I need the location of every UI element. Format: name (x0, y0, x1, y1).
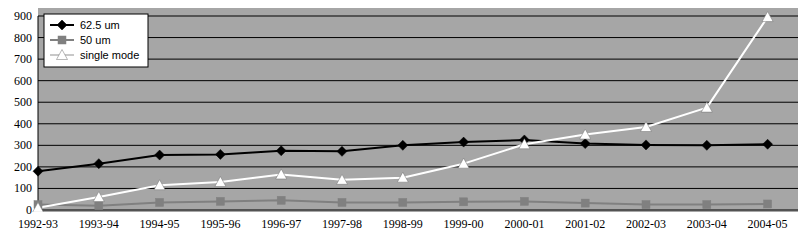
series-marker (155, 150, 165, 160)
series-marker (337, 146, 347, 156)
grid-line (38, 37, 798, 38)
x-tick-label: 1996-97 (261, 217, 301, 231)
y-tick-label: 100 (14, 181, 32, 195)
series-marker (215, 149, 225, 159)
grid-line (38, 16, 798, 17)
grid-line (38, 188, 798, 189)
legend-marker (57, 50, 68, 60)
series-marker (519, 139, 530, 149)
y-tick-label: 300 (14, 138, 32, 152)
series-marker (277, 196, 285, 204)
series-marker (337, 174, 348, 184)
x-tick-label: 1994-95 (140, 217, 180, 231)
y-tick-label: 500 (14, 95, 32, 109)
grid-line (38, 166, 798, 167)
series-marker (460, 198, 468, 206)
series-marker (33, 166, 43, 176)
x-tick-label: 2002-03 (626, 217, 666, 231)
chart: 0 100 200 300 400 500 600 700 800 900 1992-93 1993-… (0, 0, 800, 234)
x-tick-label: 1992-93 (18, 217, 58, 231)
x-tick-label: 1997-98 (322, 217, 362, 231)
y-tick-label: 600 (14, 74, 32, 88)
y-tick-label: 700 (14, 52, 32, 66)
series-marker (764, 200, 772, 208)
series-marker (276, 169, 287, 179)
y-tick-label: 800 (14, 31, 32, 45)
series-marker (458, 158, 469, 168)
grid-line (38, 59, 798, 60)
grid-line (38, 210, 798, 211)
legend-marker (58, 36, 66, 44)
x-tick-label: 2003-04 (687, 217, 727, 231)
series-marker (580, 129, 591, 139)
y-tick-label: 900 (14, 9, 32, 23)
x-tick-label: 2001-02 (565, 217, 605, 231)
series-marker (93, 192, 104, 202)
series-marker (216, 197, 224, 205)
y-tick-label: 0 (26, 203, 32, 217)
series-marker (398, 140, 408, 150)
plot-background (38, 8, 798, 212)
series-marker (397, 172, 408, 182)
series-marker (94, 159, 104, 169)
series-marker (702, 140, 712, 150)
grid-line (38, 123, 798, 124)
series-marker (338, 198, 346, 206)
y-tick-label: 200 (14, 160, 32, 174)
legend-label: 62.5 um (80, 19, 120, 31)
legend-label: 50 um (80, 34, 111, 46)
series-marker (642, 201, 650, 209)
series-marker (156, 198, 164, 206)
series-marker (215, 176, 226, 186)
x-tick-label: 2004-05 (748, 217, 788, 231)
grid-line (38, 102, 798, 103)
series-marker (762, 12, 773, 22)
legend-box (44, 14, 148, 67)
series-marker (580, 139, 590, 149)
legend: 62.5 um 50 um single mode (44, 14, 148, 67)
series-marker (33, 202, 44, 212)
series-marker (581, 199, 589, 207)
y-tick-label: 400 (14, 117, 32, 131)
series-marker (703, 201, 711, 209)
legend-label: single mode (80, 49, 139, 61)
series-marker (276, 146, 286, 156)
x-tick-label: 1999-00 (444, 217, 484, 231)
grid-line (38, 80, 798, 81)
x-tick-label: 1993-94 (79, 217, 119, 231)
series-marker (763, 139, 773, 149)
series-marker (641, 140, 651, 150)
x-tick-label: 2000-01 (504, 217, 544, 231)
series-marker (520, 197, 528, 205)
y-axis (38, 16, 39, 210)
series-marker (154, 180, 165, 190)
series-marker (95, 202, 103, 210)
x-tick-label: 1995-96 (200, 217, 240, 231)
series-marker (641, 122, 652, 132)
series-marker (701, 102, 712, 112)
series-marker (459, 137, 469, 147)
series-marker (399, 198, 407, 206)
legend-marker (57, 20, 67, 30)
series-line (38, 140, 768, 171)
data-group (33, 12, 774, 212)
x-tick-label: 1998-99 (383, 217, 423, 231)
